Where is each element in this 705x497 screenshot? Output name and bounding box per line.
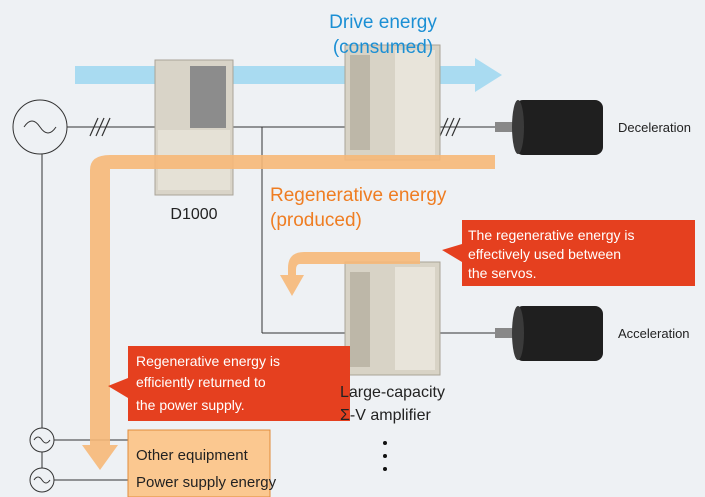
diagram: Drive energy (consumed) Regenerative ene…: [0, 0, 705, 497]
amplifier-top: [345, 45, 440, 160]
drive-energy-text: (consumed): [333, 37, 433, 58]
amplifier-label: Large-capacity: [340, 384, 445, 401]
motor-label: Acceleration: [618, 326, 690, 341]
motor-label: Deceleration: [618, 120, 691, 135]
d1000-unit: [155, 60, 233, 195]
callout-text: the power supply.: [136, 397, 245, 413]
amplifier-bottom: [345, 262, 440, 375]
callout-text: The regenerative energy is: [468, 227, 635, 243]
inverter-label: D1000: [170, 206, 217, 223]
equipment-text: Power supply energy: [136, 474, 277, 491]
equipment-text: Other equipment: [136, 447, 249, 464]
callout-text: Regenerative energy is: [136, 353, 280, 369]
regenerative-energy-text: Regenerative energy: [270, 185, 447, 206]
callout-text: effectively used between: [468, 246, 621, 262]
amplifier-label: Σ-V amplifier: [340, 407, 431, 424]
drive-energy-text: Drive energy: [329, 12, 437, 33]
callout-text: the servos.: [468, 265, 536, 281]
regenerative-energy-text: (produced): [270, 210, 362, 231]
callout-text: efficiently returned to: [136, 374, 266, 390]
